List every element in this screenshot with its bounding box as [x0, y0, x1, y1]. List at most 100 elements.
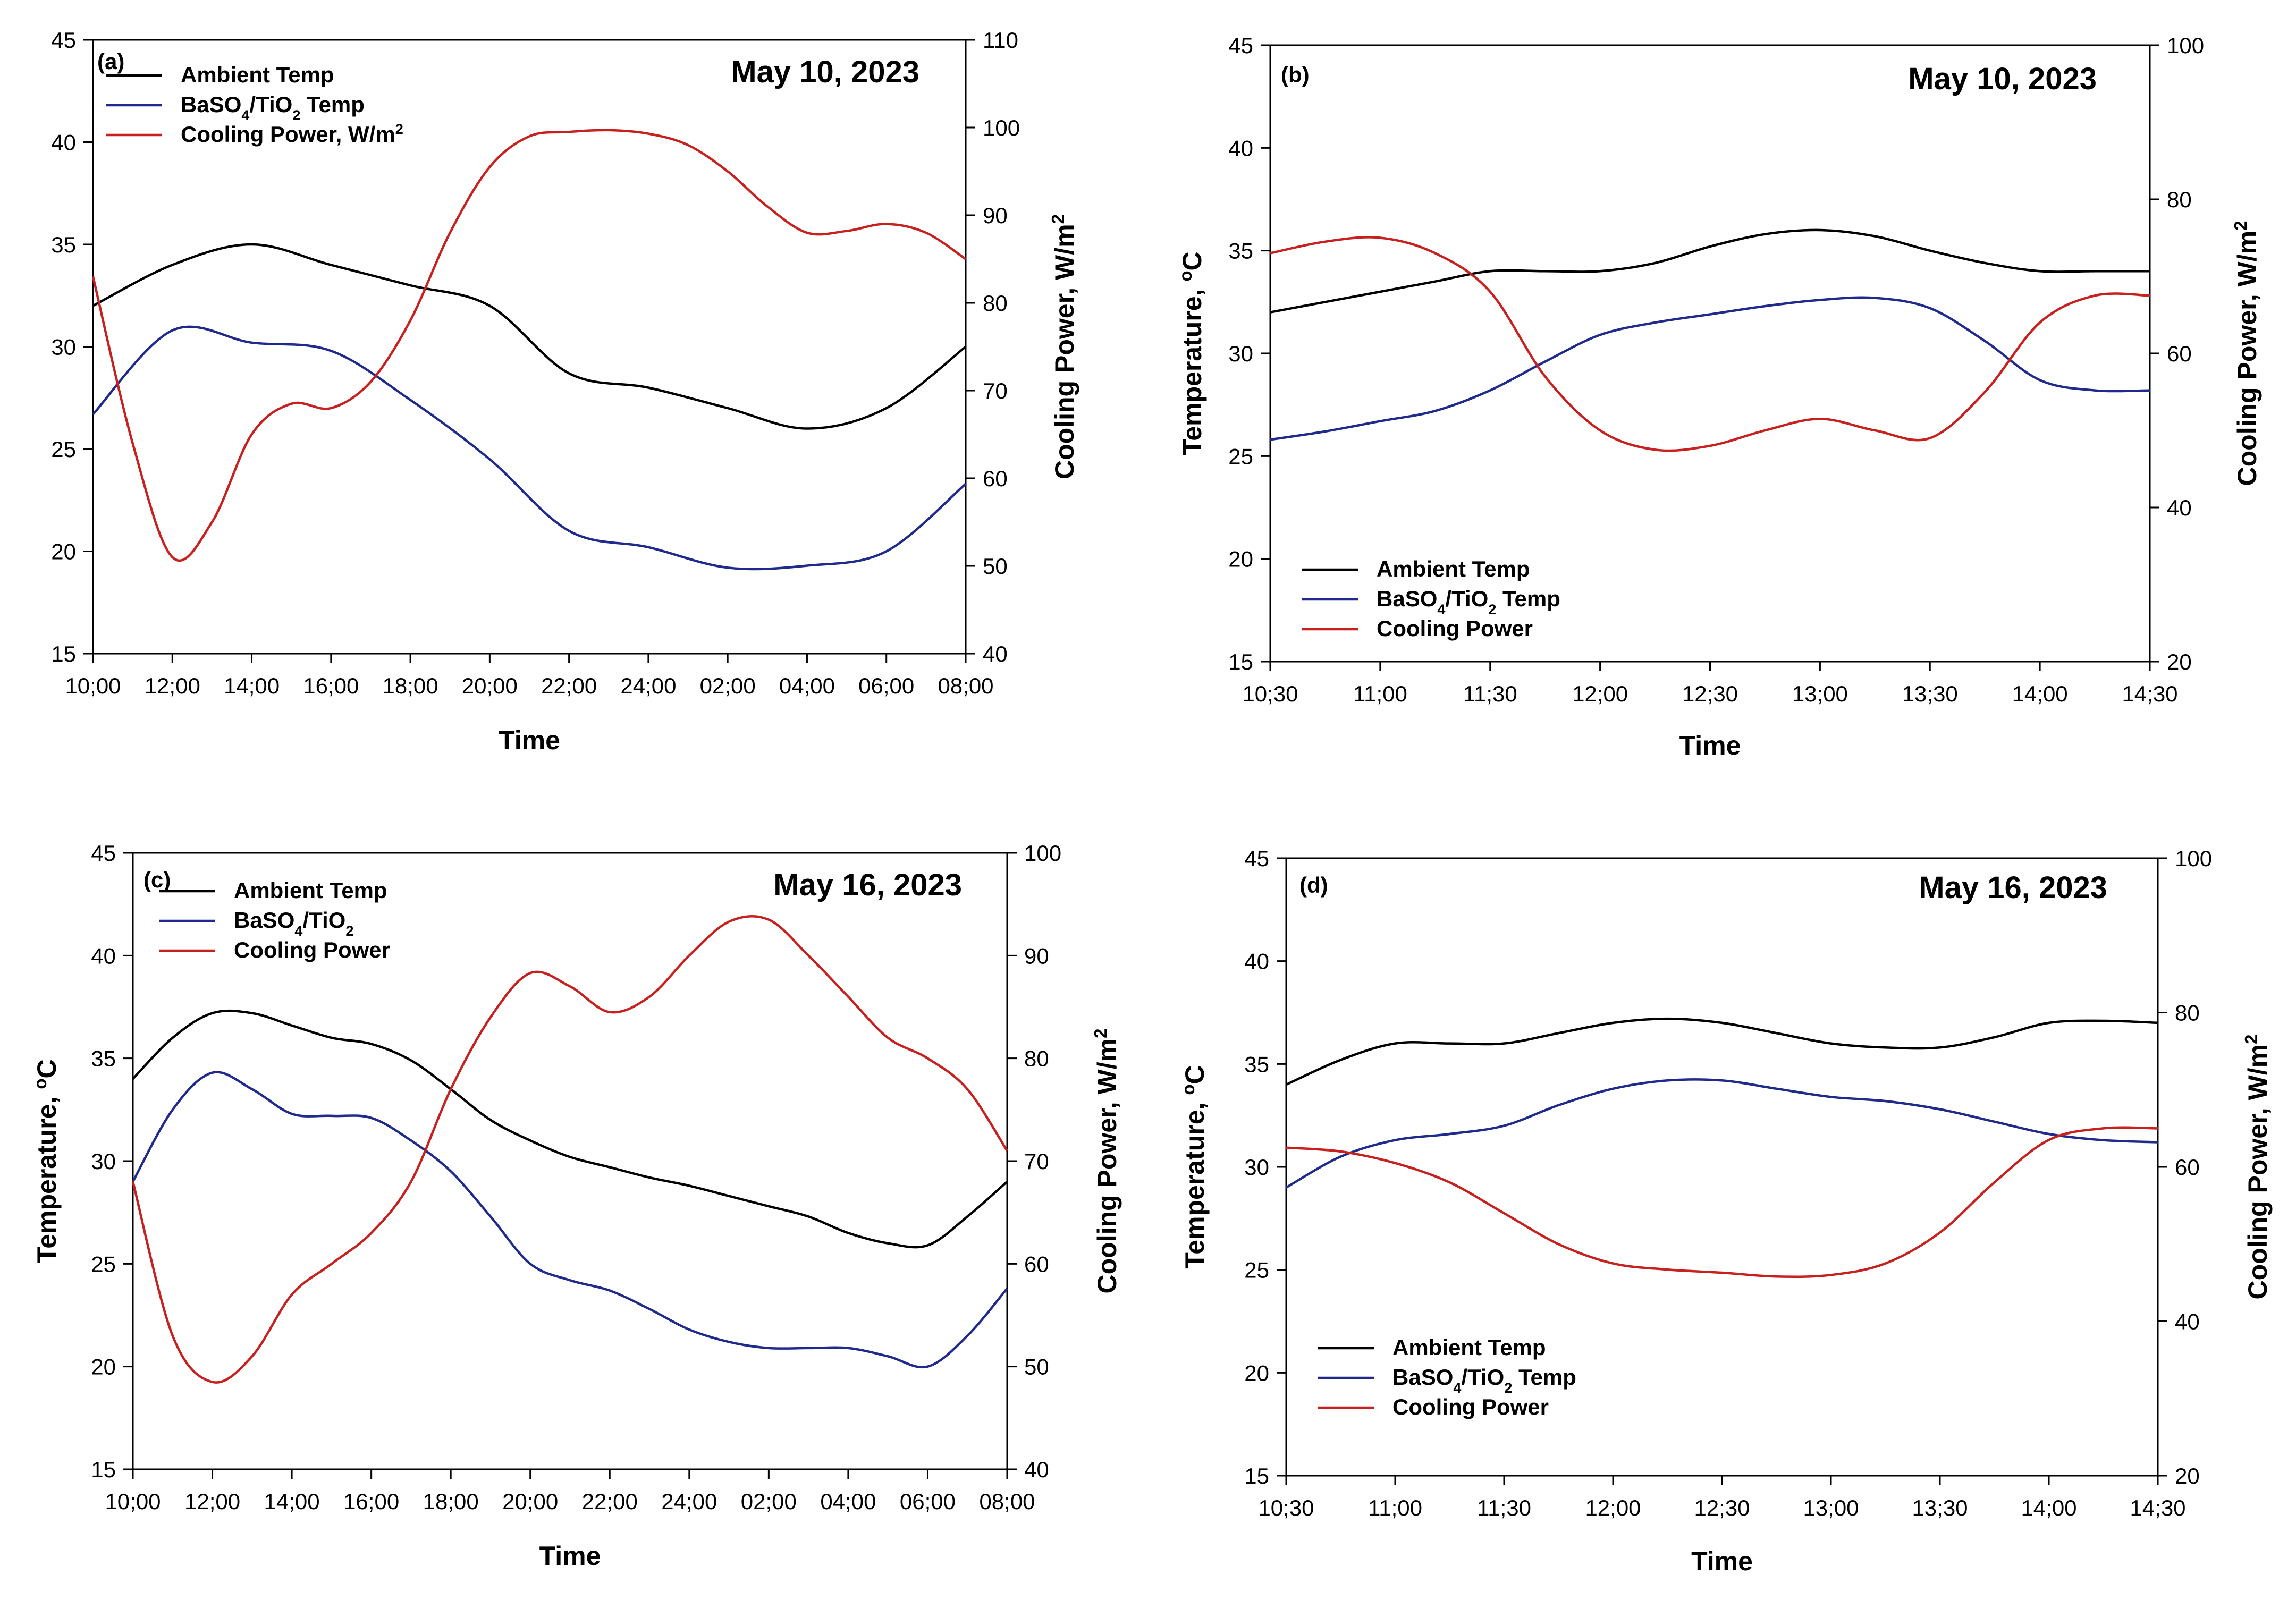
x-tick-label: 06;00: [900, 1489, 956, 1514]
y2-tick-label: 20: [2175, 1463, 2200, 1488]
x-tick-label: 11;00: [1353, 681, 1407, 706]
y-tick-label: 15: [91, 1457, 116, 1482]
y-tick-label: 35: [1228, 239, 1253, 264]
x-tick-label: 13;30: [1902, 681, 1958, 706]
panel-label: (d): [1299, 873, 1328, 898]
y-tick-label: 25: [1244, 1258, 1269, 1283]
x-tick-label: 22;00: [541, 673, 597, 698]
x-tick-label: 14;30: [2130, 1495, 2185, 1520]
y2-axis-title: Cooling Power, W/m2: [2231, 221, 2263, 486]
legend-label-cooling: Cooling Power, W/m2: [181, 121, 403, 147]
date-label: May 16, 2023: [773, 868, 962, 902]
panel-label: (b): [1281, 62, 1310, 87]
y-tick-label: 45: [1244, 846, 1269, 871]
y2-tick-label: 80: [983, 291, 1008, 316]
y-tick-label: 45: [91, 841, 116, 866]
y2-tick-label: 60: [983, 466, 1008, 491]
y2-tick-label: 70: [983, 378, 1008, 403]
y2-axis-title: Cooling Power, W/m2: [1048, 214, 1080, 479]
chart-panel-b: 10;30 11;00 11;30 12;00 12;30 13;00 13;30 14;00…: [1176, 33, 2263, 760]
series-line-cooling: [1270, 236, 2150, 452]
x-tick-label: 12;00: [1585, 1495, 1641, 1520]
x-tick-label: 16;00: [343, 1489, 399, 1514]
x-tick-label: 11;00: [1368, 1495, 1422, 1520]
y-axis-title: Temperature, oC: [1178, 1065, 1210, 1268]
x-tick-label: 10;30: [1242, 681, 1298, 706]
y-tick-label: 20: [1228, 547, 1253, 572]
x-axis-title: Time: [1691, 1546, 1753, 1576]
series-line-ambient: [1270, 228, 2150, 314]
y2-axis-title: Cooling Power, W/m2: [2241, 1035, 2273, 1300]
x-tick-label: 20;00: [502, 1489, 558, 1514]
legend-label-ambient: Ambient Temp: [181, 62, 334, 87]
x-tick-label: 06;00: [858, 673, 914, 698]
x-tick-label: 02;00: [741, 1489, 797, 1514]
x-tick-label: 14;00: [264, 1489, 320, 1514]
legend-label-cooling: Cooling Power: [1392, 1394, 1549, 1419]
x-tick-label: 14;30: [2122, 681, 2177, 706]
date-label: May 16, 2023: [1919, 870, 2107, 905]
x-tick-label: 24;00: [620, 673, 676, 698]
legend-label-sample: BaSO4/TiO2 Temp: [181, 92, 365, 123]
x-tick-label: 16;00: [303, 673, 359, 698]
y-tick-label: 15: [1228, 649, 1253, 674]
y2-tick-label: 90: [983, 203, 1008, 228]
x-axis-title: Time: [539, 1541, 601, 1571]
y2-tick-label: 20: [2167, 649, 2192, 674]
x-tick-label: 14;00: [2021, 1495, 2076, 1520]
legend-label-ambient: Ambient Temp: [1392, 1335, 1546, 1360]
y2-axis-title: Cooling Power, W/m2: [1091, 1029, 1122, 1294]
x-tick-label: 08;00: [979, 1489, 1035, 1514]
legend-label-sample: BaSO4/TiO2: [234, 908, 353, 939]
legend-label-ambient: Ambient Temp: [234, 878, 387, 903]
series-line-sample: [92, 325, 967, 571]
legend-label-sample: BaSO4/TiO2 Temp: [1392, 1365, 1576, 1396]
y2-tick-label: 50: [1024, 1355, 1049, 1379]
x-tick-label: 12;30: [1682, 681, 1738, 706]
x-tick-label: 04;00: [779, 673, 835, 698]
series-line-sample: [132, 1071, 1008, 1369]
y2-tick-label: 100: [2175, 846, 2212, 871]
chart-panel-c: 10;00 12;00 14;00 16;00 18;00 20;00 22;00 24;00…: [30, 841, 1122, 1571]
legend-label-ambient: Ambient Temp: [1377, 556, 1530, 581]
x-tick-label: 12;00: [1572, 681, 1628, 706]
y2-tick-label: 40: [2175, 1309, 2200, 1334]
y-tick-label: 30: [91, 1149, 116, 1174]
y-tick-label: 40: [1244, 949, 1269, 974]
y-tick-label: 15: [1244, 1463, 1269, 1488]
panel-label: (c): [144, 867, 171, 892]
series-line-ambient: [132, 1009, 1008, 1249]
y2-tick-label: 70: [1024, 1149, 1049, 1174]
y-tick-label: 40: [51, 130, 76, 155]
y2-tick-label: 40: [2167, 495, 2192, 520]
y-tick-label: 20: [51, 539, 76, 564]
y2-tick-label: 40: [983, 641, 1008, 666]
y-tick-label: 40: [91, 943, 116, 968]
x-axis-title: Time: [1679, 731, 1741, 760]
x-tick-label: 12;00: [145, 673, 200, 698]
x-tick-label: 22;00: [582, 1489, 638, 1514]
x-tick-label: 10;00: [105, 1489, 161, 1514]
y2-tick-label: 90: [1024, 943, 1049, 968]
legend-label-cooling: Cooling Power: [234, 937, 390, 962]
y-tick-label: 20: [91, 1355, 116, 1379]
x-tick-label: 18;00: [383, 673, 438, 698]
x-tick-label: 14;00: [2012, 681, 2068, 706]
x-axis-title: Time: [499, 725, 560, 755]
x-tick-label: 12;30: [1694, 1495, 1750, 1520]
y2-tick-label: 40: [1024, 1457, 1049, 1482]
y2-tick-label: 110: [983, 28, 1018, 53]
y-tick-label: 35: [1244, 1052, 1269, 1077]
series-line-cooling: [1286, 1126, 2158, 1279]
y-tick-label: 25: [1228, 444, 1253, 469]
x-tick-label: 04;00: [820, 1489, 876, 1514]
x-tick-label: 13;00: [1803, 1495, 1859, 1520]
y2-tick-label: 80: [2175, 1001, 2200, 1026]
y2-tick-label: 100: [983, 115, 1020, 140]
y2-tick-label: 80: [2167, 187, 2192, 212]
y-axis-title: Temperature, oC: [1176, 251, 1208, 455]
x-tick-label: 14;00: [224, 673, 280, 698]
